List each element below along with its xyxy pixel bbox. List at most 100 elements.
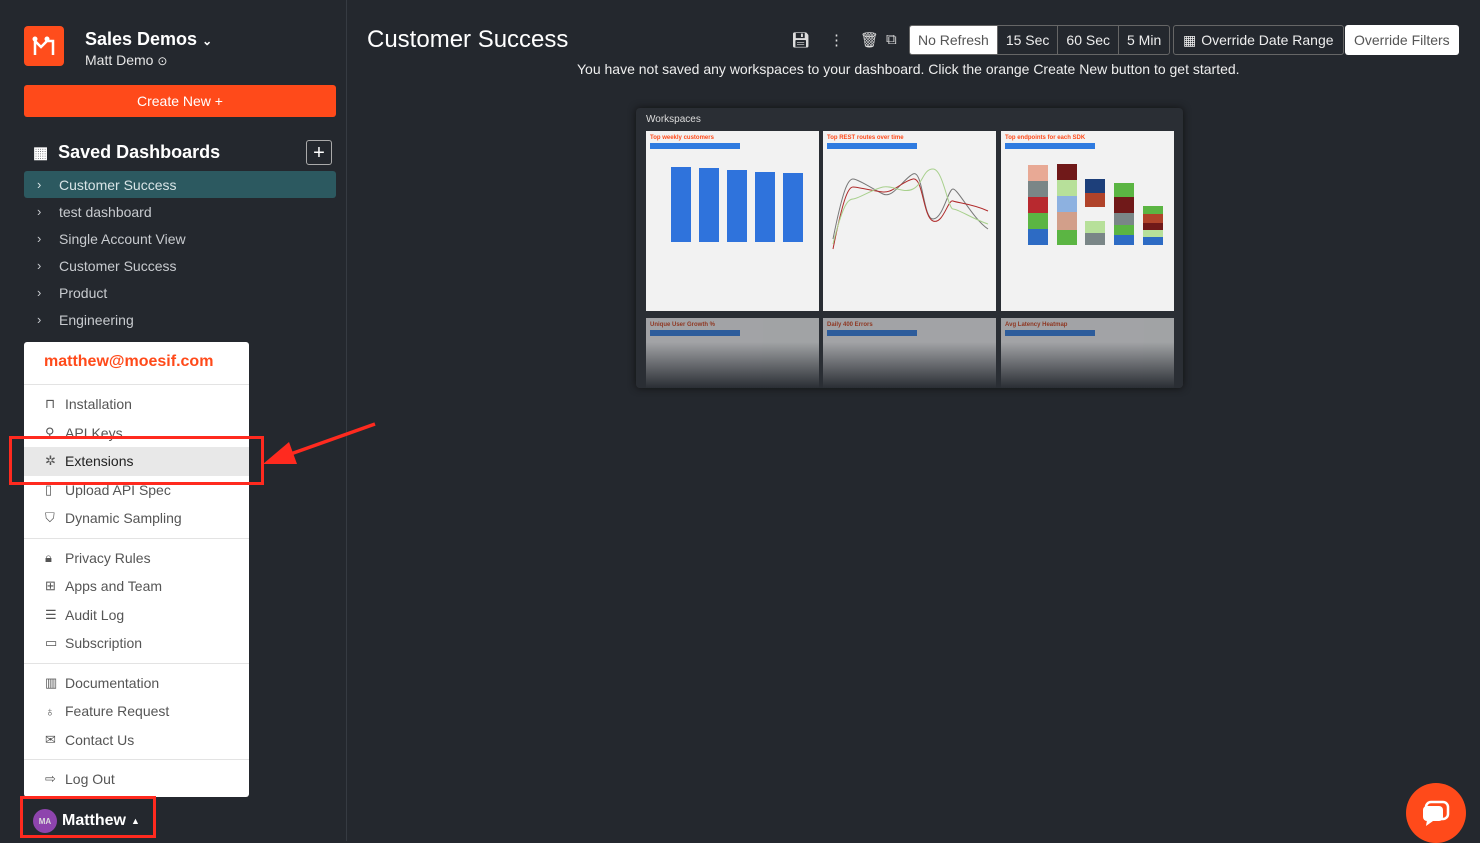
- chevron-right-icon: ›: [37, 204, 42, 219]
- menu-label: Installation: [65, 396, 132, 413]
- refresh-60-sec[interactable]: 60 Sec: [1057, 26, 1118, 54]
- chat-widget-button[interactable]: [1406, 783, 1466, 843]
- refresh-15-sec[interactable]: 15 Sec: [996, 26, 1058, 54]
- dashboard-item[interactable]: › Customer Success: [24, 171, 336, 198]
- saved-dashboards-label: Saved Dashboards: [58, 142, 221, 162]
- empty-state-message: You have not saved any workspaces to you…: [577, 61, 1240, 77]
- copy-icon[interactable]: ⧉: [886, 31, 897, 48]
- chevron-right-icon: ›: [37, 258, 42, 273]
- app-name: Matt Demo: [85, 52, 154, 68]
- dashboard-item[interactable]: › Product: [24, 279, 336, 306]
- org-switcher[interactable]: Sales Demos ⌄: [85, 29, 212, 50]
- key-icon: ⚲: [45, 424, 55, 440]
- calendar-icon: ▦: [1183, 31, 1197, 48]
- app-switcher[interactable]: Matt Demo ⊙: [85, 52, 167, 68]
- dashboard-label: Customer Success: [59, 257, 177, 274]
- dashboard-item[interactable]: › Single Account View: [24, 225, 336, 252]
- menu-label: Audit Log: [65, 606, 125, 623]
- menu-item-feature-request[interactable]: ♁ Feature Request: [24, 697, 249, 726]
- menu-label: Extensions: [65, 453, 134, 470]
- menu-item-subscription[interactable]: ▭ Subscription: [24, 629, 249, 658]
- menu-item-dynamic-sampling[interactable]: ⛉ Dynamic Sampling: [24, 504, 249, 533]
- preview-card: Top REST routes over time: [823, 131, 996, 311]
- book-icon: ▥: [45, 674, 58, 690]
- annotation-arrow-icon: [263, 422, 376, 464]
- chat-icon: [1423, 800, 1450, 826]
- chevron-right-icon: ›: [37, 177, 42, 192]
- dashboard-label: test dashboard: [59, 203, 152, 220]
- dashboard-label: Customer Success: [59, 176, 177, 193]
- lightbulb-icon: ♁: [45, 703, 55, 719]
- dashboard-item[interactable]: › Engineering: [24, 306, 336, 333]
- dashboard-label: Product: [59, 284, 108, 301]
- card-title: Avg Latency Heatmap: [1005, 322, 1068, 328]
- dashboard-label: Single Account View: [59, 230, 186, 247]
- menu-label: Dynamic Sampling: [65, 510, 182, 527]
- chevron-right-icon: ›: [37, 231, 42, 246]
- chevron-right-icon: ›: [37, 312, 42, 327]
- dashboard-item[interactable]: › test dashboard: [24, 198, 336, 225]
- chevron-down-icon: ⌄: [202, 34, 213, 48]
- user-menu-toggle[interactable]: MA Matthew ▲: [33, 809, 140, 833]
- logout-icon: ⇨: [45, 771, 56, 787]
- menu-item-audit-log[interactable]: ☰ Audit Log: [24, 601, 249, 630]
- trash-icon[interactable]: 🗑︎: [860, 32, 880, 49]
- credit-card-icon: ▭: [45, 635, 58, 651]
- card-title: Top REST routes over time: [827, 135, 904, 141]
- list-icon: ☰: [45, 606, 57, 622]
- menu-item-privacy-rules[interactable]: 🔒︎ Privacy Rules: [24, 544, 249, 573]
- dashboard-item[interactable]: › Customer Success: [24, 252, 336, 279]
- menu-label: Upload API Spec: [65, 481, 171, 498]
- menu-item-log-out[interactable]: ⇨ Log Out: [24, 765, 249, 794]
- override-filters-button[interactable]: Override Filters: [1345, 25, 1459, 55]
- preview-fade-overlay: [636, 342, 1183, 388]
- override-date-label: Override Date Range: [1201, 32, 1334, 48]
- menu-item-contact-us[interactable]: ✉ Contact Us: [24, 726, 249, 755]
- card-title: Top weekly customers: [650, 135, 714, 141]
- annotation-highlight-extensions: [9, 436, 264, 485]
- chevron-right-icon: ›: [37, 285, 42, 300]
- mail-icon: ✉: [45, 731, 56, 747]
- add-dashboard-button[interactable]: +: [306, 140, 332, 165]
- page-title: Customer Success: [367, 26, 569, 53]
- card-title: Daily 400 Errors: [827, 322, 873, 328]
- card-title: Top endpoints for each SDK: [1005, 135, 1086, 141]
- more-vertical-icon[interactable]: ⋮: [829, 32, 844, 49]
- grid-icon: ▦: [33, 144, 49, 162]
- menu-label: Documentation: [65, 674, 160, 691]
- install-icon: ⊓: [45, 396, 56, 412]
- menu-item-apps-and-team[interactable]: ⊞ Apps and Team: [24, 572, 249, 601]
- menu-label: Feature Request: [65, 703, 170, 720]
- refresh-no-refresh[interactable]: No Refresh: [910, 26, 997, 54]
- bar-chart-thumbnail: [671, 167, 803, 242]
- lock-icon: 🔒︎: [45, 549, 52, 565]
- menu-item-documentation[interactable]: ▥ Documentation: [24, 669, 249, 698]
- user-email: matthew@moesif.com: [24, 342, 249, 385]
- dashboard-label: Engineering: [59, 311, 134, 328]
- refresh-5-min[interactable]: 5 Min: [1118, 26, 1169, 54]
- user-name: Matthew: [62, 812, 126, 829]
- file-search-icon: ▯: [45, 481, 53, 497]
- menu-label: Contact Us: [65, 731, 135, 748]
- annotation-highlight-user: [20, 796, 156, 838]
- moesif-logo[interactable]: [24, 26, 64, 66]
- chevron-circle-icon: ⊙: [157, 54, 168, 68]
- override-date-range-button[interactable]: ▦ Override Date Range: [1173, 25, 1344, 55]
- create-new-button[interactable]: Create New +: [24, 85, 336, 117]
- dashboard-list: › Customer Success › test dashboard › Singl…: [24, 171, 336, 333]
- save-icon[interactable]: 💾︎: [791, 32, 811, 49]
- org-name: Sales Demos: [85, 29, 198, 49]
- menu-label: Apps and Team: [65, 578, 163, 595]
- menu-item-installation[interactable]: ⊓ Installation: [24, 390, 249, 419]
- menu-item-extensions[interactable]: ✲ Extensions: [24, 447, 249, 476]
- divider: [24, 537, 249, 539]
- stacked-bar-thumbnail: [1028, 164, 1163, 245]
- menu-label: Log Out: [65, 771, 115, 788]
- preview-card: Top weekly customers: [646, 131, 819, 311]
- card-title: Unique User Growth %: [650, 322, 716, 328]
- caret-up-icon: ▲: [131, 816, 140, 826]
- user-menu: matthew@moesif.com ⊓ Installation ⚲ API Ke…: [24, 342, 249, 797]
- preview-title: Workspaces: [646, 114, 701, 125]
- menu-label: Subscription: [65, 635, 143, 652]
- menu-item-upload-api-spec[interactable]: ▯ Upload API Spec: [24, 476, 249, 505]
